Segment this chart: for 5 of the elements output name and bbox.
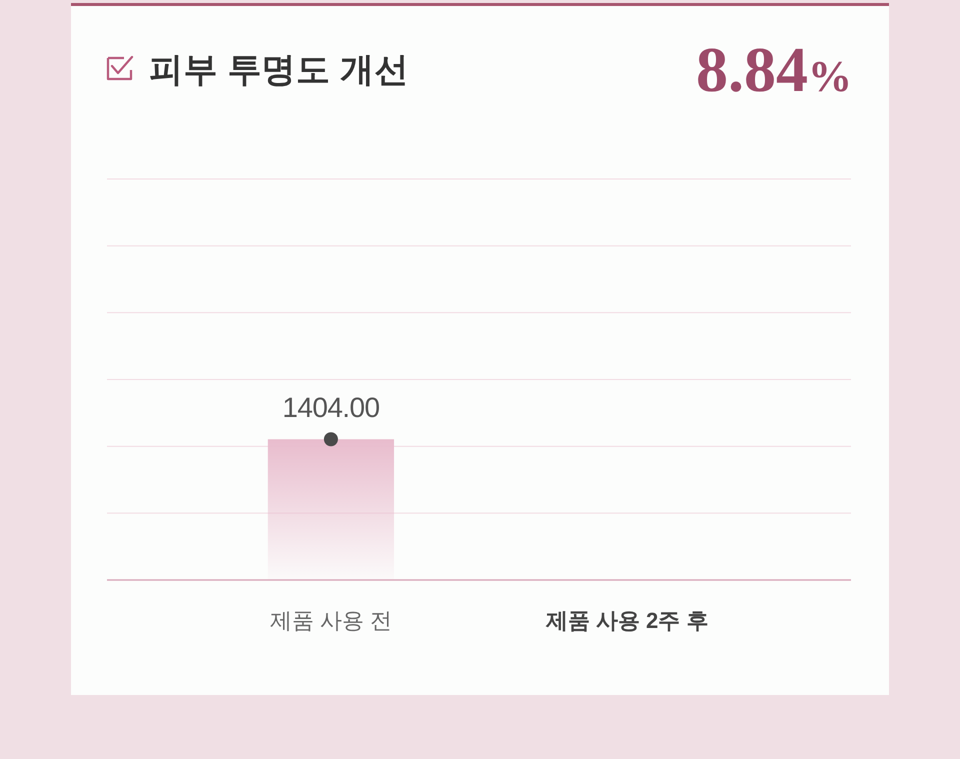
text: 8.84%	[696, 34, 852, 105]
x-tick-label: 제품 사용 전	[270, 608, 392, 633]
data-label: 1404.00	[282, 392, 380, 424]
chart-title: 피부 투명도 개선	[149, 51, 409, 89]
x-tick-label: 제품 사용 2주 후	[544, 608, 708, 633]
